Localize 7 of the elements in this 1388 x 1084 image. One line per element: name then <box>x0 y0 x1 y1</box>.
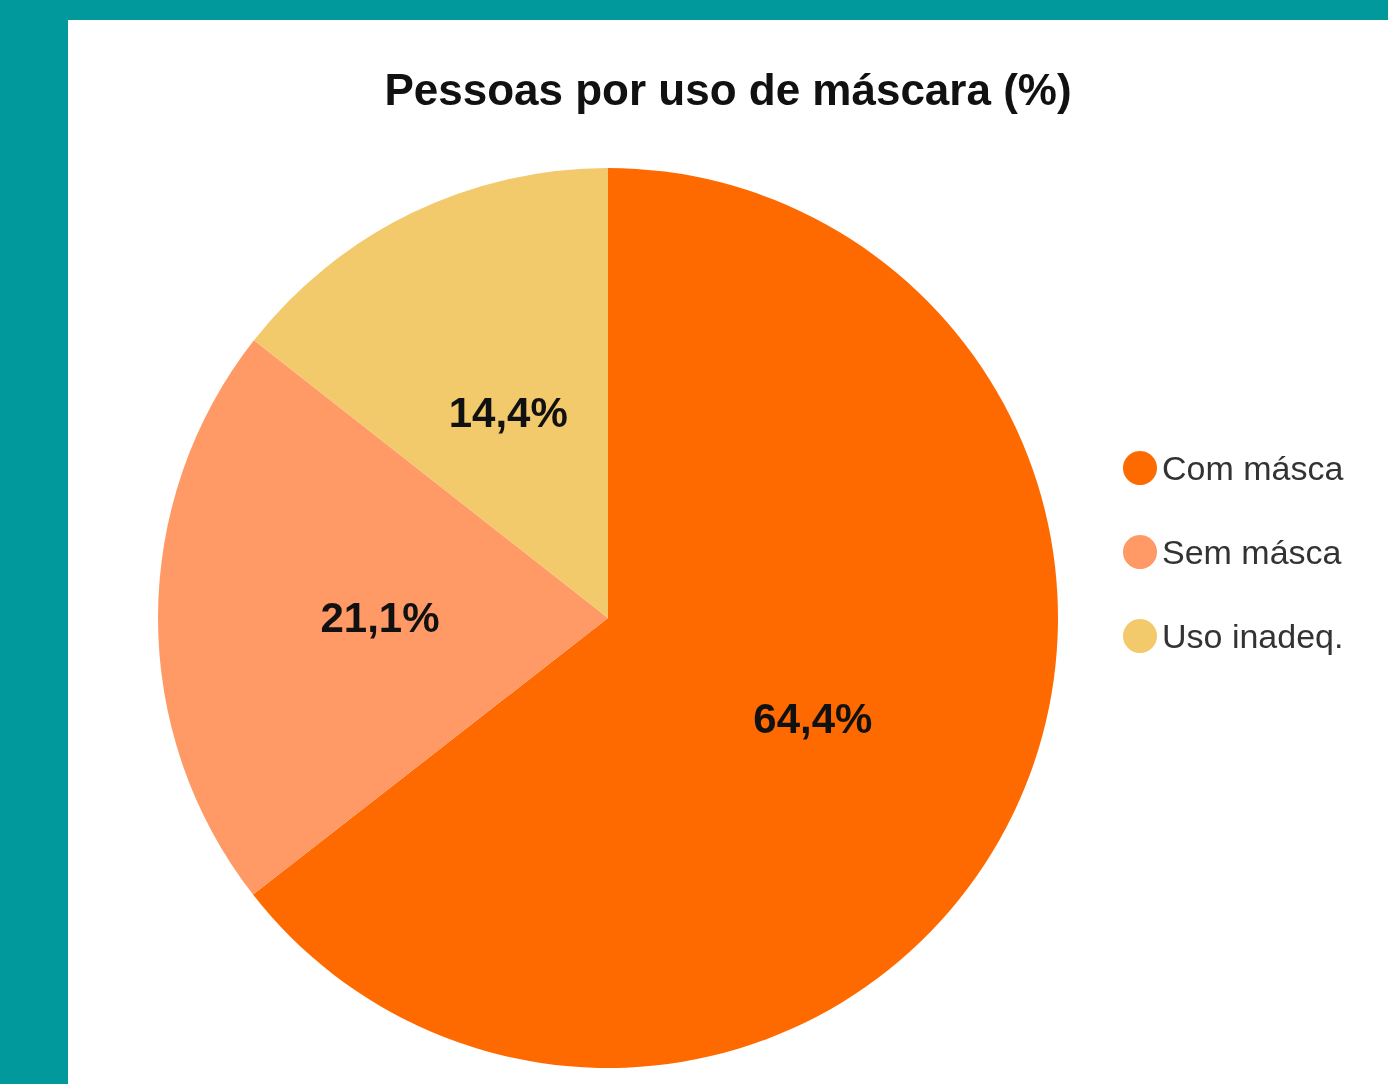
data-label: 14,4% <box>448 389 568 437</box>
legend-label: Uso inadeq. <box>1162 617 1344 655</box>
chart-title: Pessoas por uso de máscara (%) <box>384 64 1072 114</box>
data-label: 64,4% <box>753 694 873 742</box>
data-label: 21,1% <box>320 594 440 642</box>
legend-label: Sem másca <box>1162 533 1342 571</box>
legend-label: Com másca <box>1162 449 1344 487</box>
